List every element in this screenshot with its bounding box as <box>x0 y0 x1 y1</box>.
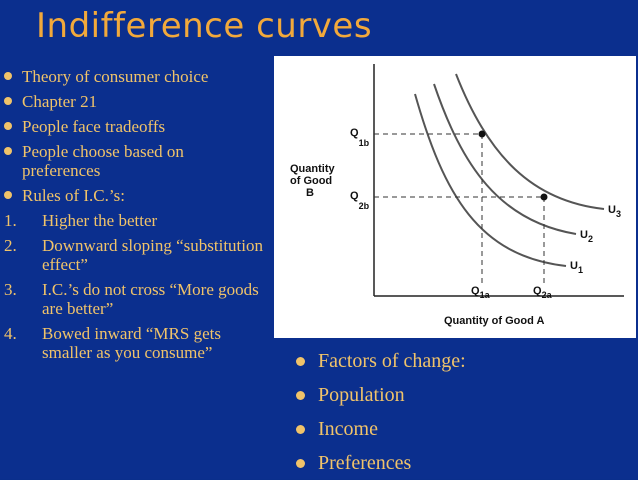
list-item-text: Downward sloping “substitution effect” <box>42 236 263 274</box>
curve-label-u1: U1 <box>570 260 583 275</box>
curve-label-u3: U3 <box>608 204 621 219</box>
item-number: 3. <box>4 280 17 299</box>
left-bullet-list: Theory of consumer choice Chapter 21 Peo… <box>4 67 266 368</box>
bullet-icon <box>4 97 12 105</box>
list-item-text: I.C.’s do not cross “More goods are bett… <box>42 280 259 318</box>
list-item: People choose based on preferences <box>4 142 266 180</box>
list-item-text: Higher the better <box>42 211 158 230</box>
x-tick-label: Q2a <box>533 285 553 300</box>
list-item-text: Population <box>318 384 405 406</box>
y-axis-label: Quantity of Good B <box>290 163 335 199</box>
bullet-icon <box>4 147 12 155</box>
x-tick-label: Q1a <box>471 285 491 300</box>
list-item-text: People choose based on preferences <box>22 142 184 180</box>
list-item: Theory of consumer choice <box>4 67 266 86</box>
numbered-item: 4. Bowed inward “MRS gets smaller as you… <box>4 324 266 362</box>
bullet-icon <box>4 122 12 130</box>
slide-title: Indifference curves <box>36 6 373 46</box>
bullet-icon <box>296 357 305 366</box>
curve-u2 <box>433 83 577 235</box>
item-number: 2. <box>4 236 17 255</box>
list-item: Chapter 21 <box>4 92 266 111</box>
item-number: 1. <box>4 211 17 230</box>
curve-label-u2: U2 <box>580 229 593 244</box>
curve-u3 <box>455 73 605 210</box>
list-item: Income <box>296 412 626 446</box>
bullet-icon <box>4 191 12 199</box>
item-number: 4. <box>4 324 17 343</box>
indifference-curve-chart: Q1b Q2b Q1a Q2a U1 U2 U3 Quantity of Good… <box>274 56 636 338</box>
right-bullet-list: Factors of change: Population Income Pre… <box>296 344 626 480</box>
list-item-text: Factors of change: <box>318 350 466 372</box>
x-axis-label: Quantity of Good A <box>444 315 544 327</box>
list-item: Population <box>296 378 626 412</box>
curve-u1 <box>414 93 567 267</box>
list-item-text: Income <box>318 418 378 440</box>
point-2 <box>540 193 548 201</box>
list-item-text: Preferences <box>318 452 412 474</box>
list-item-text: Rules of I.C.’s: <box>22 186 125 205</box>
bullet-icon <box>4 72 12 80</box>
list-item: Rules of I.C.’s: <box>4 186 266 205</box>
numbered-item: 1. Higher the better <box>4 211 266 230</box>
bullet-icon <box>296 459 305 468</box>
list-item: Preferences <box>296 446 626 480</box>
chart-svg: Q1b Q2b Q1a Q2a U1 U2 U3 Quantity of Good… <box>290 64 624 327</box>
y-tick-label: Q2b <box>350 190 370 211</box>
list-item-text: Chapter 21 <box>22 92 98 111</box>
bullet-icon <box>296 425 305 434</box>
point-1 <box>478 130 486 138</box>
list-item-text: Theory of consumer choice <box>22 67 209 86</box>
bullet-icon <box>296 391 305 400</box>
list-item: People face tradeoffs <box>4 117 266 136</box>
list-item: Factors of change: <box>296 344 626 378</box>
numbered-item: 2. Downward sloping “substitution effect… <box>4 236 266 274</box>
list-item-text: People face tradeoffs <box>22 117 166 136</box>
numbered-item: 3. I.C.’s do not cross “More goods are b… <box>4 280 266 318</box>
y-tick-label: Q1b <box>350 127 370 148</box>
list-item-text: Bowed inward “MRS gets smaller as you co… <box>42 324 221 362</box>
